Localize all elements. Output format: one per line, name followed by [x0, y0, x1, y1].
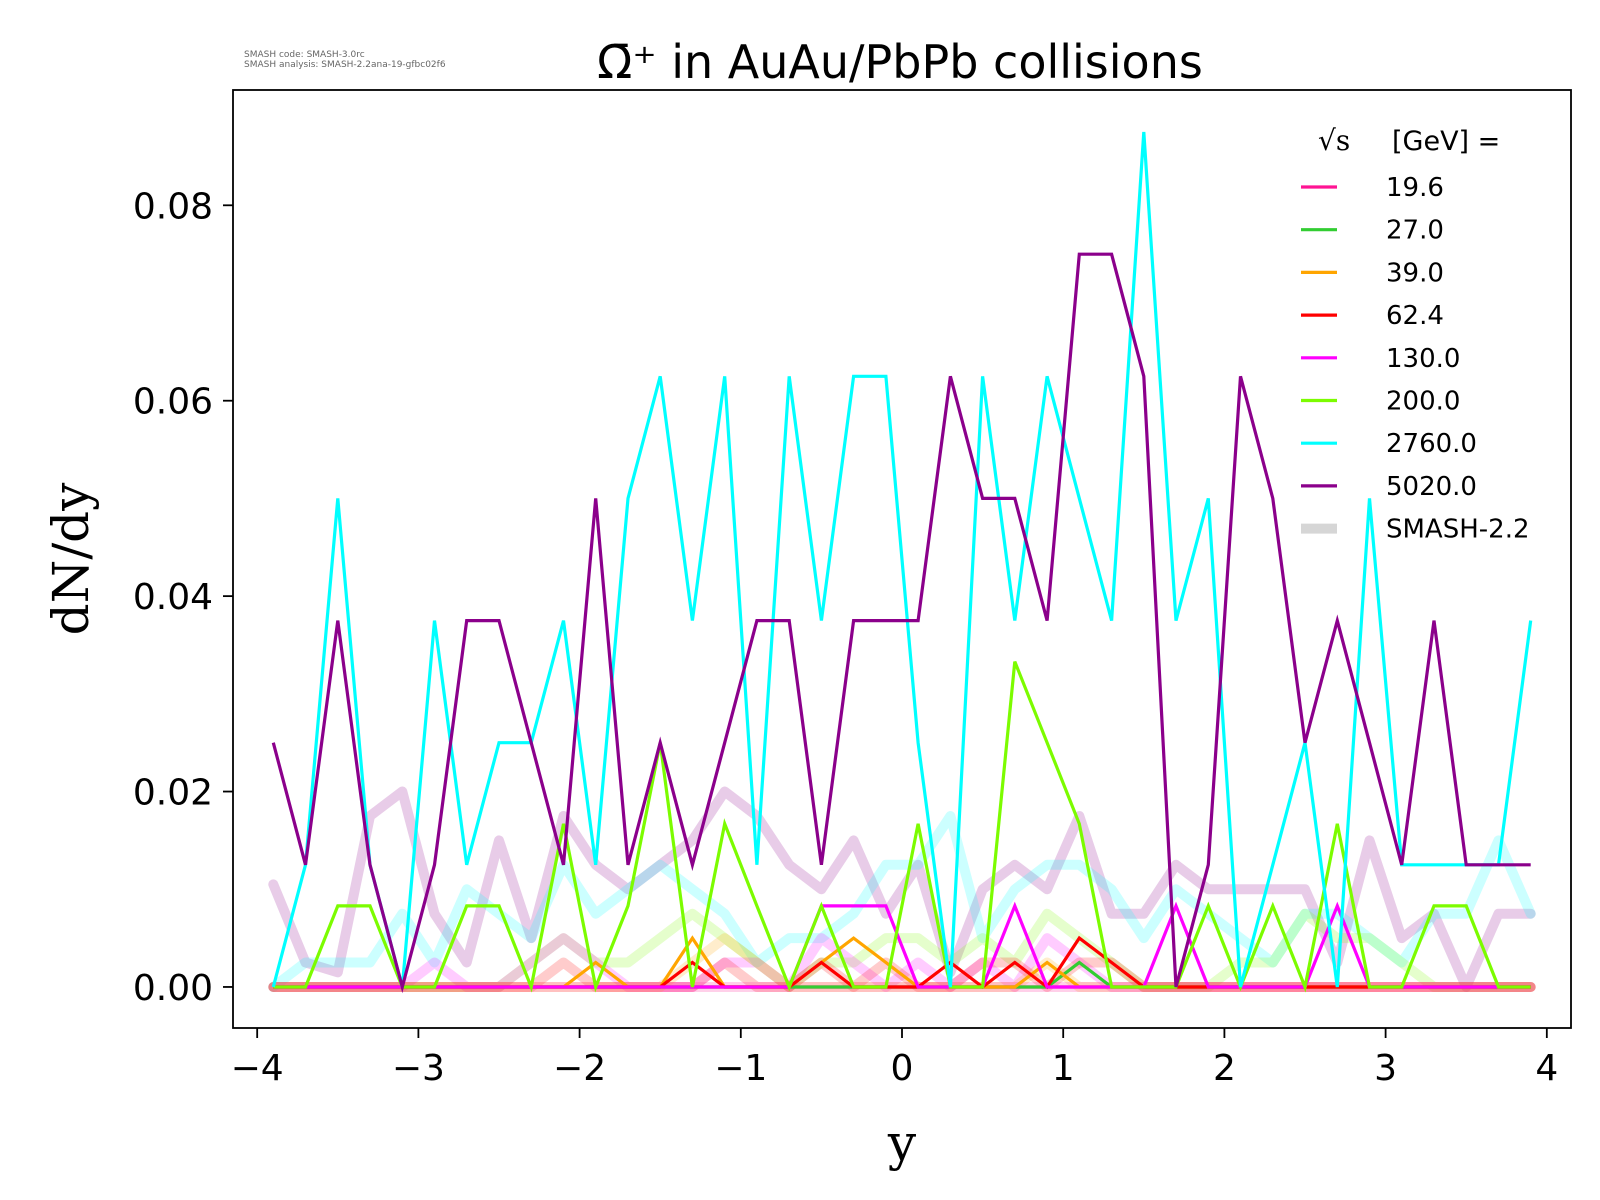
y-tick-label: 0.00 — [133, 968, 213, 1009]
legend-label-19.6: 19.6 — [1386, 173, 1444, 203]
x-tick-label: −3 — [392, 1048, 445, 1089]
y-tick-label: 0.08 — [133, 186, 213, 227]
x-tick-label: −1 — [714, 1048, 767, 1089]
x-axis-label: y — [887, 1114, 917, 1172]
legend-items: 19.6 27.0 39.0 62.4 130.0 200.0 2760.0 5020.0 SM… — [1301, 173, 1530, 545]
reference-line-5020.0 — [268, 786, 1536, 992]
y-tick-label: 0.04 — [133, 577, 213, 618]
y-axis-label: dN/dy — [42, 482, 100, 636]
legend-label-2760.0: 2760.0 — [1386, 429, 1477, 459]
y-axis-ticks: 0.00 0.02 0.04 0.06 0.08 — [133, 186, 233, 1009]
x-axis-ticks: −4 −3 −2 −1 0 1 2 3 4 — [231, 1028, 1558, 1089]
y-tick-label: 0.02 — [133, 773, 213, 814]
x-tick-label: 4 — [1535, 1048, 1558, 1089]
legend-label-62.4: 62.4 — [1386, 301, 1444, 331]
series-line-200.0 — [273, 661, 1531, 993]
x-tick-label: −2 — [553, 1048, 606, 1089]
legend: √s [GeV] = 19.6 27.0 39.0 62.4 130.0 200.0 276… — [1301, 124, 1530, 545]
legend-label-reference: SMASH-2.2 — [1386, 515, 1530, 545]
series-line-2760.0 — [271, 131, 1533, 988]
x-tick-label: −4 — [231, 1048, 284, 1089]
x-tick-label: 3 — [1374, 1048, 1397, 1089]
reference-line-2760.0 — [268, 811, 1536, 992]
series-line-130.0 — [273, 901, 1531, 989]
x-tick-label: 1 — [1052, 1048, 1075, 1089]
legend-label-5020.0: 5020.0 — [1386, 472, 1477, 502]
series-lines — [271, 131, 1533, 994]
series-line-5020.0 — [271, 252, 1531, 994]
x-tick-label: 2 — [1213, 1048, 1236, 1089]
chart-title: Ω̄⁺ in AuAu/PbPb collisions — [597, 35, 1203, 89]
legend-label-39.0: 39.0 — [1386, 258, 1444, 288]
legend-title-unit: [GeV] = — [1392, 126, 1500, 157]
x-tick-label: 0 — [891, 1048, 914, 1089]
legend-label-27.0: 27.0 — [1386, 216, 1444, 246]
smash-code-version: SMASH code: SMASH-3.0rc — [244, 50, 365, 60]
legend-label-130.0: 130.0 — [1386, 344, 1460, 374]
legend-label-200.0: 200.0 — [1386, 387, 1460, 417]
y-tick-label: 0.06 — [133, 382, 213, 423]
smash-analysis-version: SMASH analysis: SMASH-2.2ana-19-gfbc02f6 — [244, 60, 446, 70]
legend-title-sqrt-s: √s — [1318, 124, 1350, 157]
